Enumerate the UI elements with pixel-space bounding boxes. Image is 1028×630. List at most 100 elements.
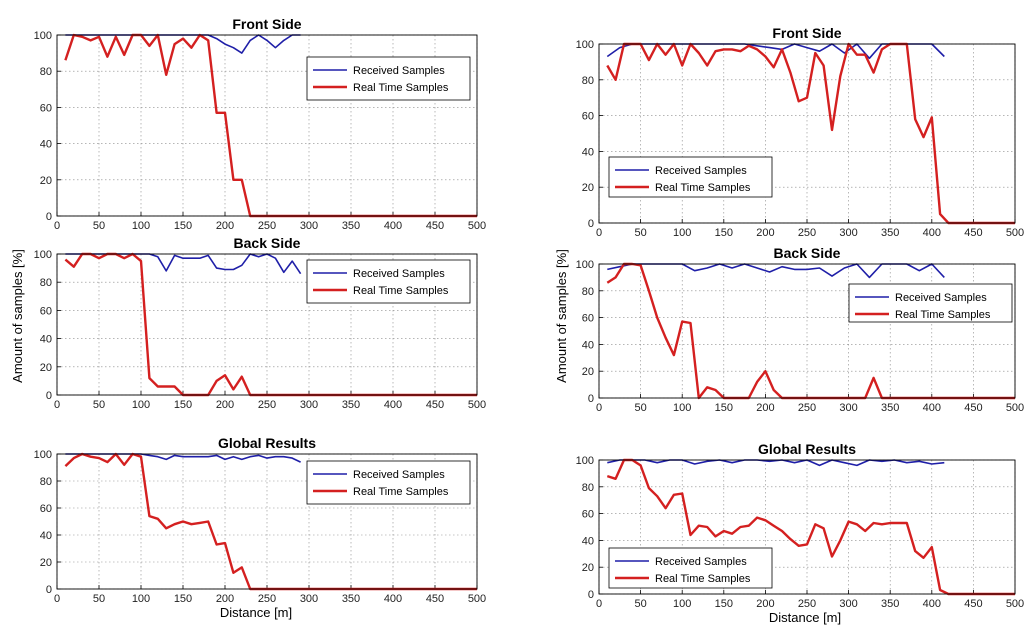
legend-entry: Received Samples [353, 65, 445, 77]
legend-entry: Real Time Samples [895, 309, 991, 321]
x-tick-label: 300 [300, 220, 318, 232]
x-tick-label: 500 [468, 593, 486, 605]
y-tick-label: 20 [40, 175, 52, 187]
chart-title: Front Side [232, 16, 301, 32]
x-tick-label: 250 [798, 402, 816, 414]
x-tick-label: 150 [715, 227, 733, 239]
y-tick-label: 80 [40, 66, 52, 78]
x-tick-label: 400 [923, 227, 941, 239]
legend-entry: Real Time Samples [655, 182, 751, 194]
x-tick-label: 50 [93, 593, 105, 605]
x-tick-label: 50 [93, 220, 105, 232]
x-tick-label: 250 [798, 598, 816, 610]
legend: Received Samples Real Time Samples [307, 57, 470, 100]
x-tick-label: 250 [798, 227, 816, 239]
legend-entry: Received Samples [353, 469, 445, 481]
x-tick-label: 350 [881, 227, 899, 239]
x-tick-label: 0 [596, 227, 602, 239]
x-tick-label: 50 [634, 227, 646, 239]
x-tick-label: 400 [923, 402, 941, 414]
x-tick-label: 350 [342, 220, 360, 232]
y-tick-label: 40 [40, 530, 52, 542]
y-tick-label: 100 [34, 449, 52, 461]
y-tick-label: 100 [34, 30, 52, 42]
x-tick-label: 100 [673, 598, 691, 610]
x-tick-label: 150 [715, 598, 733, 610]
y-tick-label: 100 [576, 455, 594, 467]
y-tick-label: 40 [582, 146, 594, 158]
x-tick-label: 200 [216, 220, 234, 232]
x-tick-label: 50 [634, 598, 646, 610]
legend-entry: Received Samples [655, 556, 747, 568]
legend-entry: Real Time Samples [655, 573, 751, 585]
chart-title: Back Side [774, 245, 841, 261]
y-tick-label: 80 [582, 75, 594, 87]
x-tick-label: 200 [756, 402, 774, 414]
x-tick-label: 150 [174, 593, 192, 605]
x-tick-label: 500 [1006, 402, 1024, 414]
legend-entry: Received Samples [895, 292, 987, 304]
y-tick-label: 20 [40, 362, 52, 374]
chart-6: 0 50 100 150 200 250 300 350 400 450 5000204060801… [576, 441, 1025, 610]
x-tick-label: 400 [923, 598, 941, 610]
y-tick-label: 20 [582, 562, 594, 574]
x-tick-label: 50 [634, 402, 646, 414]
y-tick-label: 40 [582, 535, 594, 547]
x-tick-label: 350 [881, 598, 899, 610]
legend: Received Samples Real Time Samples [307, 461, 470, 504]
x-tick-label: 350 [342, 399, 360, 411]
x-tick-label: 450 [964, 402, 982, 414]
x-tick-label: 200 [756, 598, 774, 610]
x-tick-label: 200 [216, 399, 234, 411]
chart-title: Front Side [772, 25, 841, 41]
x-tick-label: 100 [132, 593, 150, 605]
x-tick-label: 500 [468, 220, 486, 232]
x-tick-label: 450 [964, 227, 982, 239]
x-tick-label: 0 [54, 220, 60, 232]
y-tick-label: 0 [46, 390, 52, 402]
x-tick-label: 450 [964, 598, 982, 610]
x-tick-label: 50 [93, 399, 105, 411]
chart-5: 0 50 100 150 200 250 300 350 400 450 500 0 20 40 60 80 1… [576, 245, 1025, 414]
y-tick-label: 60 [40, 102, 52, 114]
right-ylabel: Amount of samples [%] [554, 249, 569, 383]
x-tick-label: 400 [384, 220, 402, 232]
x-tick-label: 400 [384, 399, 402, 411]
legend-entry: Received Samples [353, 268, 445, 280]
chart-2: 0 50 100 150 200 250 300 350 400 450 500 0 20 40 60 80 1… [34, 235, 487, 411]
x-tick-label: 200 [216, 593, 234, 605]
y-tick-label: 100 [34, 249, 52, 261]
chart-1: 0 50 100 150 200 250 300 350 400 450 5000204060801… [34, 16, 487, 232]
y-tick-label: 0 [588, 589, 594, 601]
legend: Received Samples Real Time Samples [609, 157, 772, 197]
x-tick-label: 300 [839, 402, 857, 414]
y-tick-label: 40 [582, 339, 594, 351]
y-tick-label: 0 [46, 584, 52, 596]
x-tick-label: 500 [1006, 598, 1024, 610]
legend-entry: Real Time Samples [353, 285, 449, 297]
y-tick-label: 80 [582, 286, 594, 298]
legend-entry: Received Samples [655, 165, 747, 177]
legend: Received Samples Real Time Samples [609, 548, 772, 588]
y-tick-label: 40 [40, 334, 52, 346]
y-tick-label: 80 [40, 476, 52, 488]
x-tick-label: 350 [342, 593, 360, 605]
x-tick-label: 0 [54, 593, 60, 605]
y-tick-label: 60 [582, 111, 594, 123]
x-tick-label: 300 [300, 593, 318, 605]
y-tick-label: 100 [576, 259, 594, 271]
y-tick-label: 20 [582, 182, 594, 194]
legend: Received Samples Real Time Samples [849, 284, 1012, 322]
y-tick-label: 60 [582, 313, 594, 325]
chart-title: Back Side [234, 235, 301, 251]
x-tick-label: 450 [426, 220, 444, 232]
x-tick-label: 100 [673, 402, 691, 414]
x-tick-label: 100 [132, 220, 150, 232]
y-tick-label: 0 [46, 211, 52, 223]
x-tick-label: 500 [1006, 227, 1024, 239]
y-tick-label: 100 [576, 39, 594, 51]
chart-3: 0 50 100 150 200 250 300 350 400 450 500 0 20 40 60 80 1… [34, 435, 487, 605]
left-xlabel: Distance [m] [220, 605, 292, 620]
legend-entry: Real Time Samples [353, 82, 449, 94]
